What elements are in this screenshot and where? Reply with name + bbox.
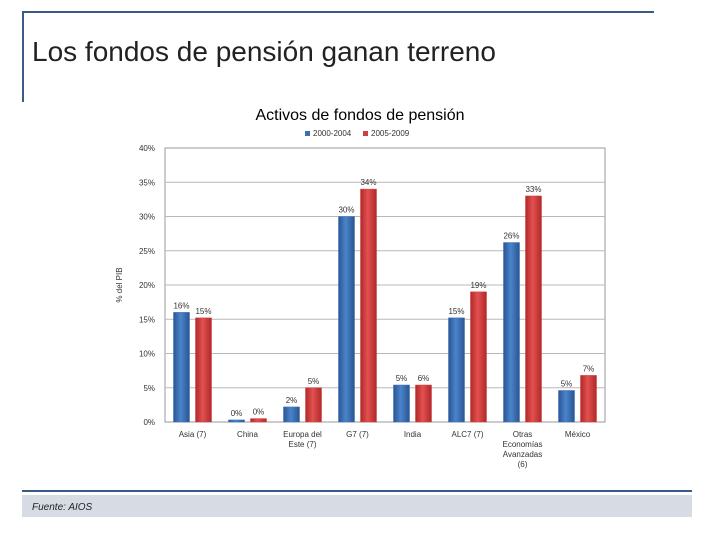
bar-series2 (415, 384, 432, 423)
x-tick-label: G7 (7) (346, 430, 369, 439)
source-note: Fuente: AIOS (32, 502, 93, 513)
y-tick-label: 25% (139, 247, 155, 256)
footer-rule (22, 490, 692, 492)
y-axis-label: % del PIB (115, 267, 124, 302)
bar-series1 (448, 317, 465, 423)
y-axis: 0% 5% 10% 15% 20% 25% 30% 35% 40% (139, 144, 155, 427)
bar-series1 (558, 390, 575, 423)
legend-label: 2000-2004 (313, 129, 352, 138)
x-tick-label: Asia (7) (179, 430, 207, 439)
bar-series1 (338, 216, 355, 423)
bar-series2 (360, 188, 377, 423)
data-label: 19% (470, 281, 486, 290)
x-tick-label: México (565, 430, 591, 439)
y-tick-label: 30% (139, 213, 155, 222)
bar-series1 (228, 419, 245, 423)
legend-swatch (363, 131, 368, 136)
y-tick-label: 40% (139, 144, 155, 153)
bar-series1 (173, 312, 190, 423)
header-left-rule (22, 11, 24, 102)
legend-swatch (305, 131, 310, 136)
x-axis: Asia (7) China Europa del Este (7) G7 (7) Ind… (179, 430, 591, 469)
data-label: 0% (231, 409, 243, 418)
data-label: 5% (308, 377, 320, 386)
data-label: 6% (418, 374, 430, 383)
bar-series2 (580, 375, 597, 423)
data-label: 26% (503, 232, 519, 241)
chart-bars: 16% 15% 0% 0% 2% 5% 30% 34% 5% 6% 15% 19% 26% 33% 5% 7% (173, 178, 597, 423)
x-tick-label: China (237, 430, 258, 439)
bar-series2 (195, 317, 212, 423)
data-label: 16% (173, 301, 189, 310)
y-tick-label: 15% (139, 315, 155, 324)
bar-series1 (283, 406, 300, 423)
data-label: 5% (396, 374, 408, 383)
data-label: 2% (286, 396, 298, 405)
data-label: 7% (583, 364, 595, 373)
y-tick-label: 5% (143, 384, 155, 393)
bar-series2 (470, 291, 487, 423)
bar-series2 (525, 195, 542, 423)
data-label: 30% (338, 206, 354, 215)
x-tick-label: Europa del Este (7) (283, 430, 322, 449)
y-tick-label: 10% (139, 350, 155, 359)
data-label: 34% (360, 178, 376, 187)
header-top-rule (22, 11, 654, 13)
bar-series1 (393, 384, 410, 423)
y-tick-label: 35% (139, 178, 155, 187)
data-label: 0% (253, 408, 265, 417)
data-label: 33% (525, 185, 541, 194)
x-tick-label: India (404, 430, 422, 439)
data-label: 15% (195, 307, 211, 316)
data-label: 5% (561, 379, 573, 388)
x-tick-label: ALC7 (7) (451, 430, 483, 439)
y-tick-label: 20% (139, 281, 155, 290)
bar-series2 (305, 387, 322, 423)
bar-chart: 2000-2004 2005-2009 0% 5% 10% 15% 20% 25% 30% 35… (115, 129, 606, 469)
y-tick-label: 0% (143, 418, 155, 427)
data-label: 15% (448, 307, 464, 316)
chart-legend: 2000-2004 2005-2009 (305, 129, 410, 138)
bar-series1 (503, 242, 520, 423)
footer-bar (22, 495, 692, 517)
chart-title: Activos de fondos de pensión (255, 107, 465, 124)
x-tick-label: Otras Economías Avanzadas (6) (502, 430, 542, 469)
bar-series2 (250, 418, 267, 423)
slide-title: Los fondos de pensión ganan terreno (32, 36, 496, 67)
legend-label: 2005-2009 (371, 129, 410, 138)
